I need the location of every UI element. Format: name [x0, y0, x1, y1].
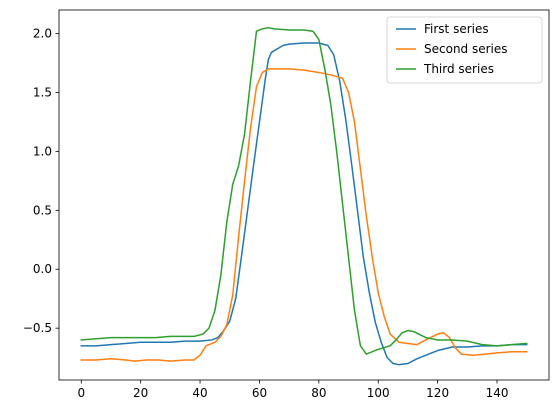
x-tick-label: 140 [486, 386, 509, 400]
y-tick-label: 1.0 [33, 144, 52, 158]
x-tick-label: 40 [192, 386, 207, 400]
y-tick-label: 0.5 [33, 203, 52, 217]
series-line-3 [80, 26, 528, 355]
series-line-2 [80, 68, 528, 362]
y-tick-label: −0.5 [23, 321, 52, 335]
x-tick-label: 20 [133, 386, 148, 400]
y-tick-label: 0.0 [33, 262, 52, 276]
x-tick-label: 60 [252, 386, 267, 400]
legend-entries: First series Second series Third series [396, 22, 508, 76]
x-tick-label: 80 [311, 386, 326, 400]
x-tick-label: 120 [426, 386, 449, 400]
y-tick-label: 1.5 [33, 85, 52, 99]
legend-box [386, 16, 543, 84]
legend-label-1: First series [424, 22, 489, 36]
legend: First series Second series Third series [386, 16, 543, 84]
legend-label-3: Third series [423, 62, 494, 76]
legend-label-2: Second series [424, 42, 508, 56]
x-tick-label: 100 [367, 386, 390, 400]
series-line-1 [80, 42, 528, 366]
tick-layer: 0 20 40 60 80 100 120 140 −0.5 0.0 0.5 1.0 1.5 2.0 [23, 27, 509, 400]
x-tick-label: 0 [77, 386, 85, 400]
axes-frame [58, 9, 550, 381]
y-tick-label: 2.0 [33, 27, 52, 41]
series-layer [80, 26, 528, 366]
